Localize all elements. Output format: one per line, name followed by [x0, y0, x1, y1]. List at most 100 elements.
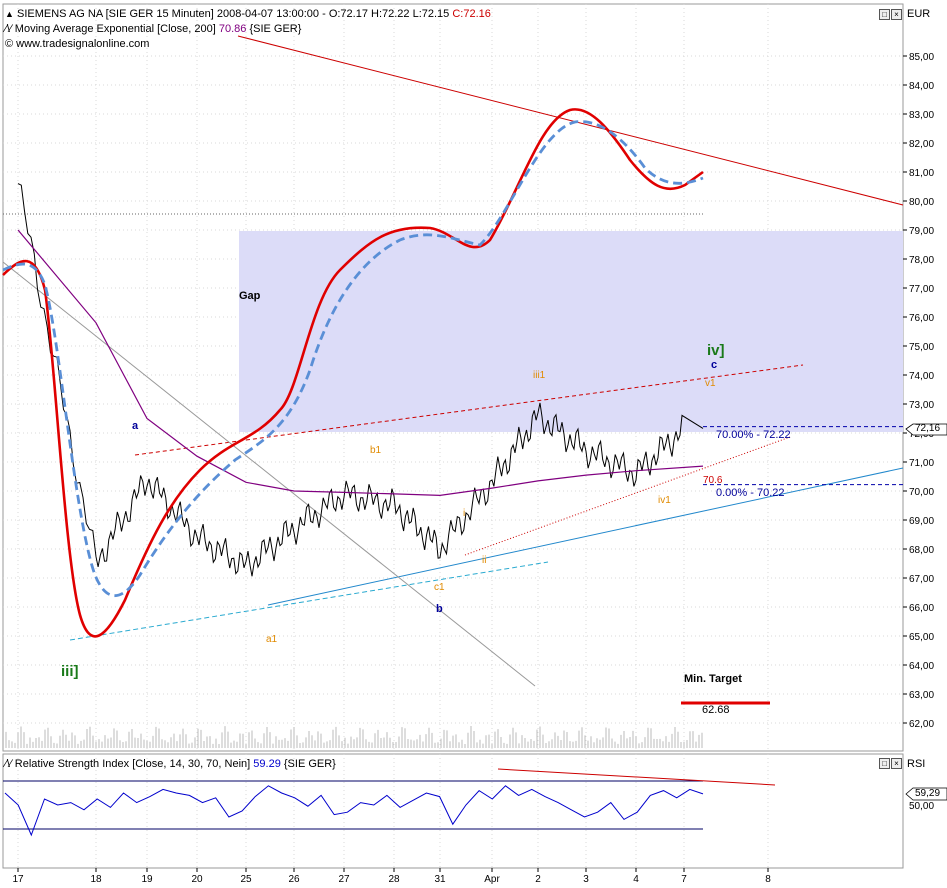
collapse-icon[interactable]: ▲ [5, 9, 14, 19]
copyright-icon: © [5, 38, 14, 50]
price-tick-label: 67,00 [909, 574, 934, 585]
wave-b-label: b [436, 603, 443, 615]
rsi-icon: ∕\∕ [5, 758, 12, 770]
date-tick-label: Apr [484, 874, 500, 885]
wave-a-label: a [132, 420, 139, 432]
lower-channel-line [69, 561, 549, 641]
price-tick-label: 64,00 [909, 661, 934, 672]
fib-0-label: 0.00% - 70.22 [716, 487, 785, 499]
rsi-label: Relative Strength Index [Close, 14, 30, … [14, 758, 251, 770]
price-tick-label: 70,00 [909, 487, 934, 498]
ema-label: Moving Average Exponential [Close, 200] [14, 23, 216, 35]
price-tick-label: 74,00 [909, 371, 934, 382]
rsi-panel-frame [2, 753, 904, 869]
date-tick-label: 31 [434, 874, 446, 885]
price-tick-label: 85,00 [909, 52, 934, 63]
close-value: C:72.16 [452, 8, 491, 20]
rsi-trendline [497, 768, 776, 786]
date-tick-label: 2 [535, 874, 541, 885]
price-tick-label: 69,00 [909, 516, 934, 527]
price-tick-label: 68,00 [909, 545, 934, 556]
ema-symbol: {SIE GER} [249, 23, 302, 35]
wave-iii-label: iii] [61, 663, 79, 680]
website: www.tradesignalonline.com [16, 38, 150, 50]
slow-average-curve [2, 120, 704, 597]
wave-c1-label: c1 [434, 582, 445, 593]
date-tick-label: 3 [583, 874, 589, 885]
ema-legend: ∕\∕ Moving Average Exponential [Close, 2… [5, 23, 301, 35]
date-tick-label: 20 [191, 874, 203, 885]
price-tick-label: 79,00 [909, 226, 934, 237]
rsi-close-icon[interactable]: × [891, 758, 902, 769]
support-trendline [267, 467, 904, 606]
price-tick-label: 84,00 [909, 81, 934, 92]
close-icon[interactable]: × [891, 9, 902, 20]
price-tick-label: 63,00 [909, 690, 934, 701]
date-tick-label: 27 [338, 874, 350, 885]
price-current-marker-bg [905, 423, 947, 436]
rsi-current-marker-bg [905, 787, 947, 801]
min-target-value: 62.68 [702, 704, 730, 716]
price-tick-label: 82,00 [909, 139, 934, 150]
price-tick-label: 81,00 [909, 168, 934, 179]
wave-ii-label: ii [482, 555, 487, 566]
gap-label: Gap [239, 290, 261, 302]
fast-average-curve [2, 108, 704, 638]
rsi-axis-title: RSI [907, 758, 926, 770]
fib-70-label: 70.00% - 72.22 [716, 429, 791, 441]
price-tick-label: 80,00 [909, 197, 934, 208]
date-tick-label: 8 [765, 874, 771, 885]
price-series-line [17, 183, 704, 577]
wave-v1-label: v1 [705, 378, 716, 389]
date-tick-label: 28 [388, 874, 400, 885]
chart-title: SIEMENS AG NA [SIE GER 15 Minuten] 2008-… [16, 8, 450, 20]
wave-iii1-label: iii1 [533, 370, 546, 381]
price-tick-label: 62,00 [909, 719, 934, 730]
website-line: © www.tradesignalonline.com [5, 38, 149, 50]
price-tick-label: 66,00 [909, 603, 934, 614]
ema-series-line [17, 229, 704, 497]
price-tick-label: 83,00 [909, 110, 934, 121]
price-tick-label: 71,00 [909, 458, 934, 469]
gap-zone [239, 231, 903, 432]
min-target-label: Min. Target [684, 673, 742, 685]
wave-a1-label: a1 [266, 634, 278, 645]
rsi-maximize-icon[interactable]: □ [879, 758, 890, 769]
date-tick-label: 7 [681, 874, 687, 885]
maximize-icon[interactable]: □ [879, 9, 890, 20]
date-tick-label: 25 [240, 874, 252, 885]
price-tick-label: 73,00 [909, 400, 934, 411]
rsi-symbol: {SIE GER} [283, 758, 336, 770]
wave-b1-label: b1 [370, 445, 382, 456]
price-tick-label: 78,00 [909, 255, 934, 266]
price-tick-label: 77,00 [909, 284, 934, 295]
ema-level-label: 70.6 [703, 475, 723, 486]
rsi-tick-label: 50,00 [909, 801, 934, 812]
date-tick-label: 19 [141, 874, 153, 885]
price-tick-label: 75,00 [909, 342, 934, 353]
date-tick-label: 17 [12, 874, 24, 885]
upper-channel-line [134, 364, 804, 456]
date-tick-label: 4 [633, 874, 639, 885]
date-tick-label: 26 [288, 874, 300, 885]
currency-label: EUR [907, 8, 931, 20]
wave-iv1-label: iv1 [658, 495, 671, 506]
wave-iv-label: iv] [707, 342, 725, 359]
rsi-current-marker: 59,29 [915, 788, 941, 799]
upper-resistance-line [237, 35, 904, 206]
rsi-series-line [4, 785, 704, 837]
rsi-legend: ∕\∕ Relative Strength Index [Close, 14, … [5, 758, 336, 770]
date-tick-label: 18 [90, 874, 102, 885]
price-tick-label: 76,00 [909, 313, 934, 324]
wave-c-label: c [711, 359, 718, 371]
price-tick-label: 65,00 [909, 632, 934, 643]
wave-i-label: i [463, 508, 466, 519]
rsi-value: 59.29 [253, 758, 281, 770]
chart-title-line: ▲ SIEMENS AG NA [SIE GER 15 Minuten] 200… [5, 8, 491, 20]
diagonal-grey-line [2, 261, 536, 687]
dotted-trend-line [464, 436, 791, 556]
ema-value: 70.86 [218, 23, 247, 35]
ema-icon: ∕\∕ [5, 23, 12, 35]
